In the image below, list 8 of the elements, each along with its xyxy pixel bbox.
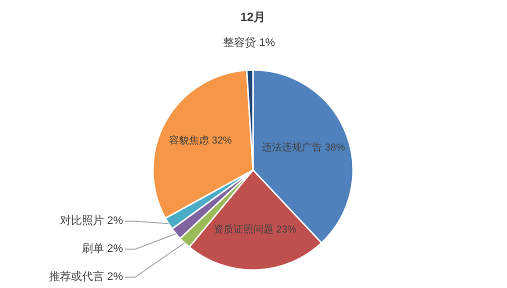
slice-label: 推荐或代言 2% — [49, 270, 124, 284]
chart-title: 12月 — [240, 10, 266, 24]
slice-label: 整容贷 1% — [223, 36, 276, 49]
slice-label: 刷单 2% — [82, 242, 124, 256]
slice-label: 对比照片 2% — [60, 214, 124, 228]
slice-label: 违法违规广告 38% — [262, 142, 346, 154]
slice-label: 容貌焦虑 32% — [169, 134, 232, 147]
slice-label: 资质证照问题 23% — [213, 224, 296, 236]
